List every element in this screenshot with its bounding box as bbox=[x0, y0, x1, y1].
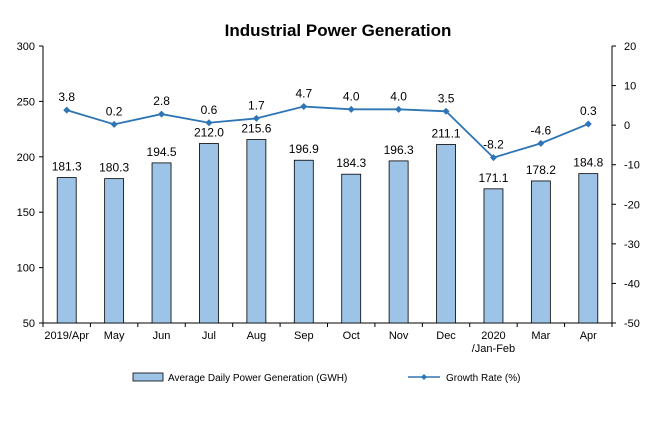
left-axis-tick-label: 100 bbox=[17, 263, 35, 275]
x-axis-tick-label: /Jan-Feb bbox=[472, 343, 515, 355]
x-axis-tick-label: Sep bbox=[294, 330, 314, 342]
growth-rate-data-label: 0.3 bbox=[580, 104, 597, 118]
right-axis-tick-label: 20 bbox=[624, 41, 636, 53]
left-axis-tick-label: 300 bbox=[17, 41, 35, 53]
bar bbox=[293, 159, 314, 324]
left-axis-tick-label: 200 bbox=[17, 152, 35, 164]
x-axis-tick-label: Nov bbox=[389, 330, 409, 342]
growth-rate-point bbox=[395, 105, 403, 113]
right-axis-tick-label: -50 bbox=[624, 318, 640, 330]
bar-data-label: 211.1 bbox=[431, 127, 460, 141]
bar bbox=[388, 160, 409, 324]
bar bbox=[530, 180, 551, 324]
growth-rate-data-label: 0.6 bbox=[201, 103, 218, 117]
growth-rate-point bbox=[158, 110, 166, 118]
legend-bar-swatch bbox=[132, 372, 164, 382]
bar-data-label: 194.5 bbox=[147, 145, 177, 159]
x-axis-tick-label: Jul bbox=[202, 330, 216, 342]
growth-rate-data-label: 3.5 bbox=[438, 91, 455, 105]
bar-data-label: 184.8 bbox=[573, 156, 603, 170]
left-axis-tick-label: 250 bbox=[17, 96, 35, 108]
bar-data-label: 184.3 bbox=[336, 156, 366, 170]
growth-rate-point bbox=[110, 120, 118, 128]
plot-area: 50100150200250300-50-40-30-20-1001020201… bbox=[17, 41, 640, 355]
bar bbox=[151, 162, 172, 324]
x-axis-tick-label: Dec bbox=[436, 330, 456, 342]
growth-rate-data-label: 4.7 bbox=[295, 87, 312, 101]
bar-data-label: 171.1 bbox=[478, 171, 508, 185]
legend-line-label: Growth Rate (%) bbox=[446, 373, 520, 384]
bar-data-label: 215.6 bbox=[241, 122, 271, 136]
growth-rate-point bbox=[347, 105, 355, 113]
growth-rate-data-label: -8.2 bbox=[483, 138, 504, 152]
bar-data-label: 212.0 bbox=[194, 126, 224, 140]
bar bbox=[483, 188, 504, 324]
bar-data-label: 196.9 bbox=[289, 142, 319, 156]
x-axis-tick-label: Jun bbox=[153, 330, 171, 342]
legend: Average Daily Power Generation (GWH) Gro… bbox=[132, 372, 520, 384]
bar bbox=[436, 144, 456, 324]
legend-line-marker bbox=[421, 374, 427, 380]
growth-rate-data-label: 3.8 bbox=[58, 90, 75, 104]
right-axis-tick-label: -10 bbox=[624, 160, 640, 172]
growth-rate-data-label: -4.6 bbox=[531, 123, 552, 137]
growth-rate-data-label: 1.7 bbox=[248, 98, 265, 112]
growth-rate-point bbox=[63, 106, 71, 114]
growth-rate-data-label: 2.8 bbox=[153, 94, 170, 108]
x-axis-tick-label: Oct bbox=[343, 330, 360, 342]
x-axis-tick-label: 2020 bbox=[481, 330, 505, 342]
bar-data-label: 178.2 bbox=[526, 163, 556, 177]
x-axis-tick-label: 2019/Apr bbox=[44, 330, 89, 342]
bar bbox=[199, 143, 219, 324]
x-axis-tick-label: Apr bbox=[580, 330, 597, 342]
bar-data-label: 196.3 bbox=[384, 143, 414, 157]
x-axis-tick-label: Aug bbox=[247, 330, 267, 342]
growth-rate-data-label: 4.0 bbox=[343, 89, 360, 103]
left-axis-tick-label: 150 bbox=[17, 207, 35, 219]
growth-rate-data-label: 0.2 bbox=[106, 104, 123, 118]
bar bbox=[56, 177, 77, 324]
growth-rate-point bbox=[537, 139, 545, 147]
growth-rate-point bbox=[205, 119, 213, 127]
right-axis-tick-label: -40 bbox=[624, 278, 640, 290]
left-axis-tick-label: 50 bbox=[23, 318, 35, 330]
right-axis-tick-label: -20 bbox=[624, 199, 640, 211]
bar-data-label: 181.3 bbox=[52, 160, 82, 174]
x-axis-tick-label: May bbox=[104, 330, 125, 342]
bar bbox=[104, 178, 125, 324]
growth-rate-point bbox=[489, 154, 497, 162]
growth-rate-point bbox=[442, 107, 450, 115]
right-axis-tick-label: 0 bbox=[624, 120, 630, 132]
bar bbox=[246, 139, 267, 324]
growth-rate-point bbox=[252, 114, 260, 122]
legend-bar-label: Average Daily Power Generation (GWH) bbox=[168, 373, 347, 384]
x-axis-tick-label: Mar bbox=[531, 330, 550, 342]
bar-data-label: 180.3 bbox=[99, 161, 129, 175]
bar bbox=[578, 173, 599, 324]
growth-rate-data-label: 4.0 bbox=[390, 89, 407, 103]
right-axis-tick-label: -30 bbox=[624, 239, 640, 251]
chart-title: Industrial Power Generation bbox=[225, 21, 452, 40]
right-axis-tick-label: 10 bbox=[624, 81, 636, 93]
growth-rate-point bbox=[300, 103, 308, 111]
growth-rate-line bbox=[66, 105, 589, 159]
growth-rate-point bbox=[584, 120, 592, 128]
bar bbox=[341, 173, 362, 324]
